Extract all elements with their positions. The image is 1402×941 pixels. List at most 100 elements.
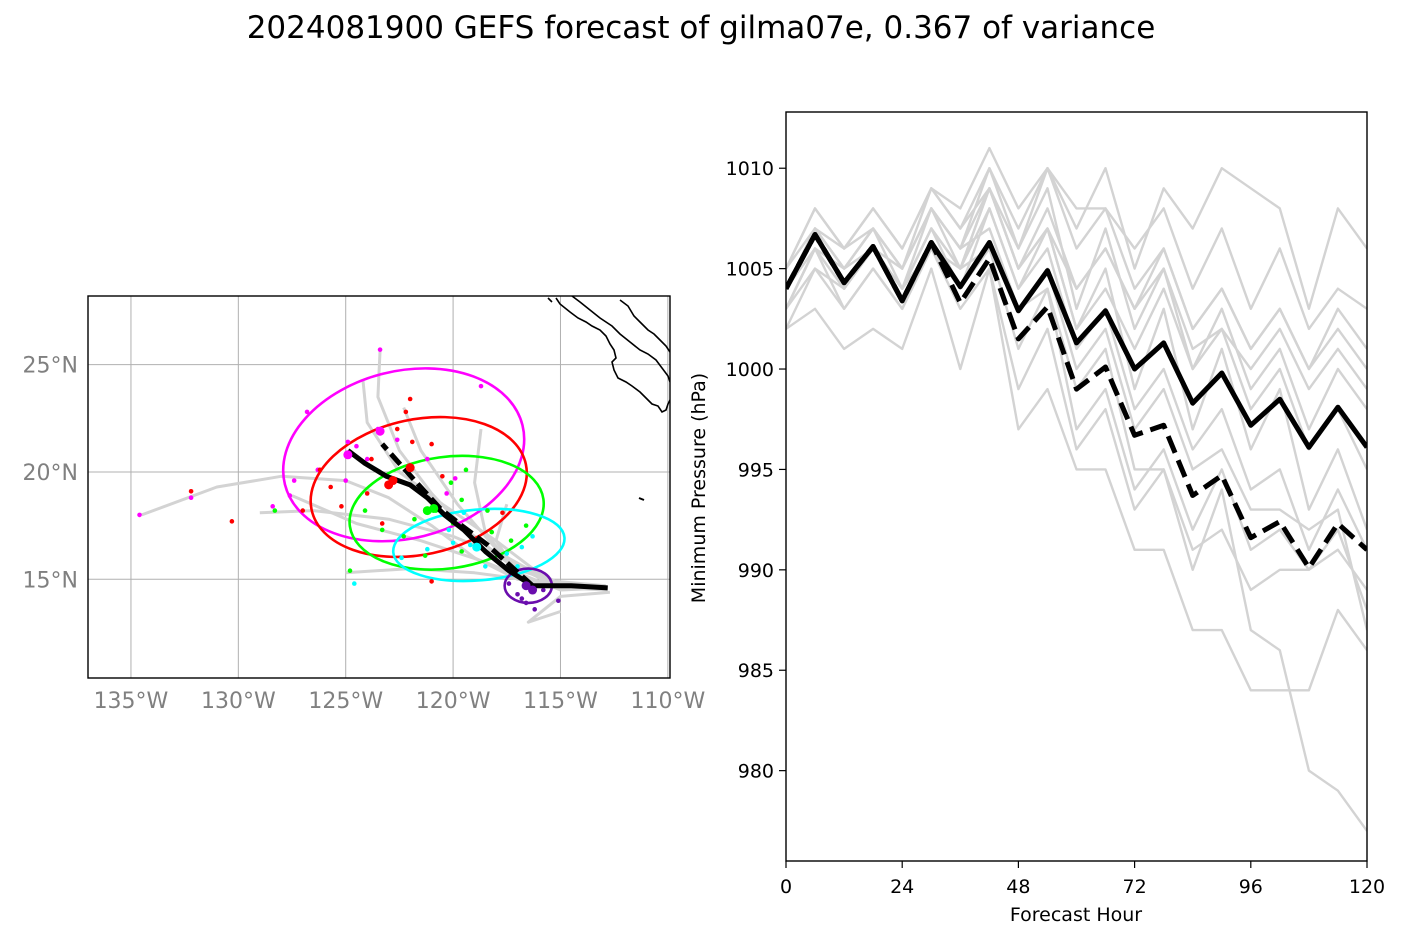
mean-position-dot: [422, 506, 432, 516]
member-position-dot: [229, 519, 235, 524]
member-position-dot: [540, 587, 546, 593]
member-position-dot: [467, 542, 473, 548]
member-position-dot: [422, 553, 428, 558]
uncertainty-ellipse: [348, 454, 546, 571]
map-y-tick-label: 15°N: [23, 568, 78, 593]
member-position-dot: [188, 495, 194, 501]
member-position-dot: [483, 564, 488, 569]
mean-position-dot: [384, 480, 394, 490]
member-position-dot: [450, 540, 456, 546]
pressure-y-tick-label: 1000: [726, 359, 774, 381]
member-position-dot: [345, 439, 351, 445]
member-position-dot: [429, 441, 434, 447]
member-position-dot: [519, 596, 525, 601]
member-position-dot: [394, 426, 400, 432]
map-x-tick-label: 120°W: [416, 689, 491, 714]
member-position-dot: [425, 546, 430, 552]
member-position-dot: [352, 581, 357, 586]
member-position-dot: [399, 555, 404, 561]
member-track: [473, 428, 606, 588]
pressure-ticks: 0 24 48 72 96 120 980 985 990 995 1000 1005 1010: [726, 158, 1385, 898]
member-position-dot: [347, 568, 353, 573]
member-track: [526, 590, 611, 624]
pressure-member-line: [786, 267, 1367, 692]
member-position-dot: [379, 521, 385, 526]
pressure-mean-lines: [786, 232, 1367, 571]
member-position-dot: [532, 607, 538, 612]
member-position-dot: [440, 473, 445, 479]
mean-positions: [343, 426, 538, 595]
pressure-member-line: [786, 207, 1367, 551]
member-position-dot: [362, 508, 368, 513]
member-position-dot: [478, 383, 484, 389]
member-position-dot: [500, 510, 505, 516]
map-y-tick-label: 25°N: [23, 354, 78, 379]
member-position-dot: [369, 456, 374, 462]
member-position-dot: [446, 527, 452, 533]
member-position-dot: [272, 508, 278, 513]
island-clarion: [638, 497, 645, 501]
member-position-dot: [452, 476, 458, 481]
pressure-member-line: [786, 207, 1367, 631]
member-position-dot: [504, 551, 510, 556]
map-x-tick-label: 110°W: [630, 689, 705, 714]
uncertainty-ellipse: [391, 507, 566, 583]
mean-position-dot: [375, 426, 385, 436]
member-position-dot: [463, 467, 469, 473]
member-position-dot: [328, 484, 333, 490]
member-position-dot: [459, 497, 464, 503]
pressure-x-tick-label: 96: [1239, 876, 1263, 898]
pressure-member-line: [786, 247, 1367, 592]
pressure-member-line: [786, 187, 1367, 531]
figure-title: 2024081900 GEFS forecast of gilma07e, 0.…: [246, 10, 1156, 46]
pressure-y-tick-label: 990: [738, 560, 774, 582]
pressure-member-line: [786, 187, 1367, 431]
pressure-y-axis-label: Minimum Pressure (hPa): [688, 373, 710, 603]
pressure-y-tick-label: 980: [738, 761, 774, 783]
pressure-x-axis-label: Forecast Hour: [1010, 904, 1142, 926]
member-position-dot: [444, 491, 449, 496]
member-position-dot: [429, 579, 434, 584]
map-gridlines: [88, 296, 670, 678]
pressure-member-line: [786, 166, 1367, 371]
member-position-dot: [506, 581, 512, 586]
member-position-dot: [556, 598, 561, 604]
member-position-dot: [403, 409, 409, 415]
member-position-dot: [317, 467, 323, 473]
mean-position-dot: [521, 581, 531, 591]
map-x-tick-label: 130°W: [201, 689, 276, 714]
uncertainty-ellipse: [281, 367, 526, 543]
map-x-tick-label: 135°W: [94, 689, 169, 714]
member-tracks: [141, 349, 611, 624]
map-x-tick-label: 115°W: [523, 689, 598, 714]
map-frame: [87, 295, 671, 679]
pressure-member-line: [786, 187, 1367, 391]
pressure-mean-line: [786, 232, 1367, 450]
mean-position-dot: [405, 463, 415, 473]
coastline-tip: [547, 297, 553, 303]
mean-track-dashed: [380, 442, 535, 588]
member-position-dot: [364, 491, 370, 496]
member-position-dot: [515, 564, 520, 569]
pressure-x-tick-label: 120: [1349, 876, 1385, 898]
member-position-dot: [354, 443, 359, 449]
member-position-dot: [523, 600, 529, 606]
member-position-dot: [485, 508, 490, 513]
pressure-x-tick-label: 0: [780, 876, 792, 898]
map-y-tick-label: 20°N: [23, 461, 78, 486]
member-position-dot: [377, 347, 383, 352]
member-position-dot: [137, 512, 142, 518]
pressure-x-tick-label: 72: [1123, 876, 1147, 898]
member-position-dot: [270, 504, 275, 509]
pressure-y-tick-label: 985: [738, 660, 774, 682]
member-position-dot: [287, 493, 293, 498]
coastline: [547, 296, 670, 501]
member-position-dot: [300, 508, 306, 513]
member-position-dot: [401, 534, 406, 539]
member-position-dot: [394, 437, 400, 443]
member-position-dot: [379, 527, 385, 533]
coastline-mainland: [571, 296, 670, 383]
pressure-y-tick-label: 995: [738, 459, 774, 481]
map-tick-labels: 135°W 130°W 125°W 120°W 115°W 110°W 15°N 20°N 25…: [23, 354, 706, 714]
